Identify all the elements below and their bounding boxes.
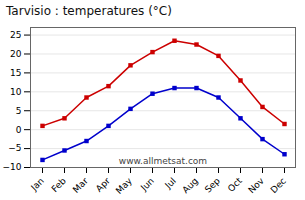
svg-text:25: 25 bbox=[10, 30, 21, 40]
svg-text:10: 10 bbox=[10, 87, 22, 97]
svg-text:5: 5 bbox=[16, 106, 22, 116]
svg-text:Mar: Mar bbox=[71, 175, 90, 194]
svg-text:Sep: Sep bbox=[203, 176, 222, 195]
svg-text:15: 15 bbox=[10, 68, 21, 78]
svg-text:Apr: Apr bbox=[94, 176, 112, 194]
svg-text:www.allmetsat.com: www.allmetsat.com bbox=[119, 156, 207, 166]
svg-text:Aug: Aug bbox=[180, 176, 200, 196]
svg-text:Feb: Feb bbox=[50, 176, 69, 195]
svg-text:Oct: Oct bbox=[226, 175, 244, 193]
svg-text:Nov: Nov bbox=[246, 175, 266, 195]
html-text:Tarvisio : temperatures (°C): Tarvisio : temperatures (°C) bbox=[6, 4, 172, 18]
svg-text:Dec: Dec bbox=[269, 176, 288, 195]
svg-text:0: 0 bbox=[16, 125, 22, 135]
svg-text:May: May bbox=[114, 175, 135, 196]
svg-text:Jan: Jan bbox=[28, 176, 46, 194]
svg-text:Jul: Jul bbox=[162, 176, 177, 191]
svg-text:20: 20 bbox=[10, 49, 22, 59]
svg-text:−10: −10 bbox=[3, 162, 22, 172]
svg-text:−5: −5 bbox=[8, 143, 21, 153]
svg-text:Jun: Jun bbox=[138, 176, 156, 194]
